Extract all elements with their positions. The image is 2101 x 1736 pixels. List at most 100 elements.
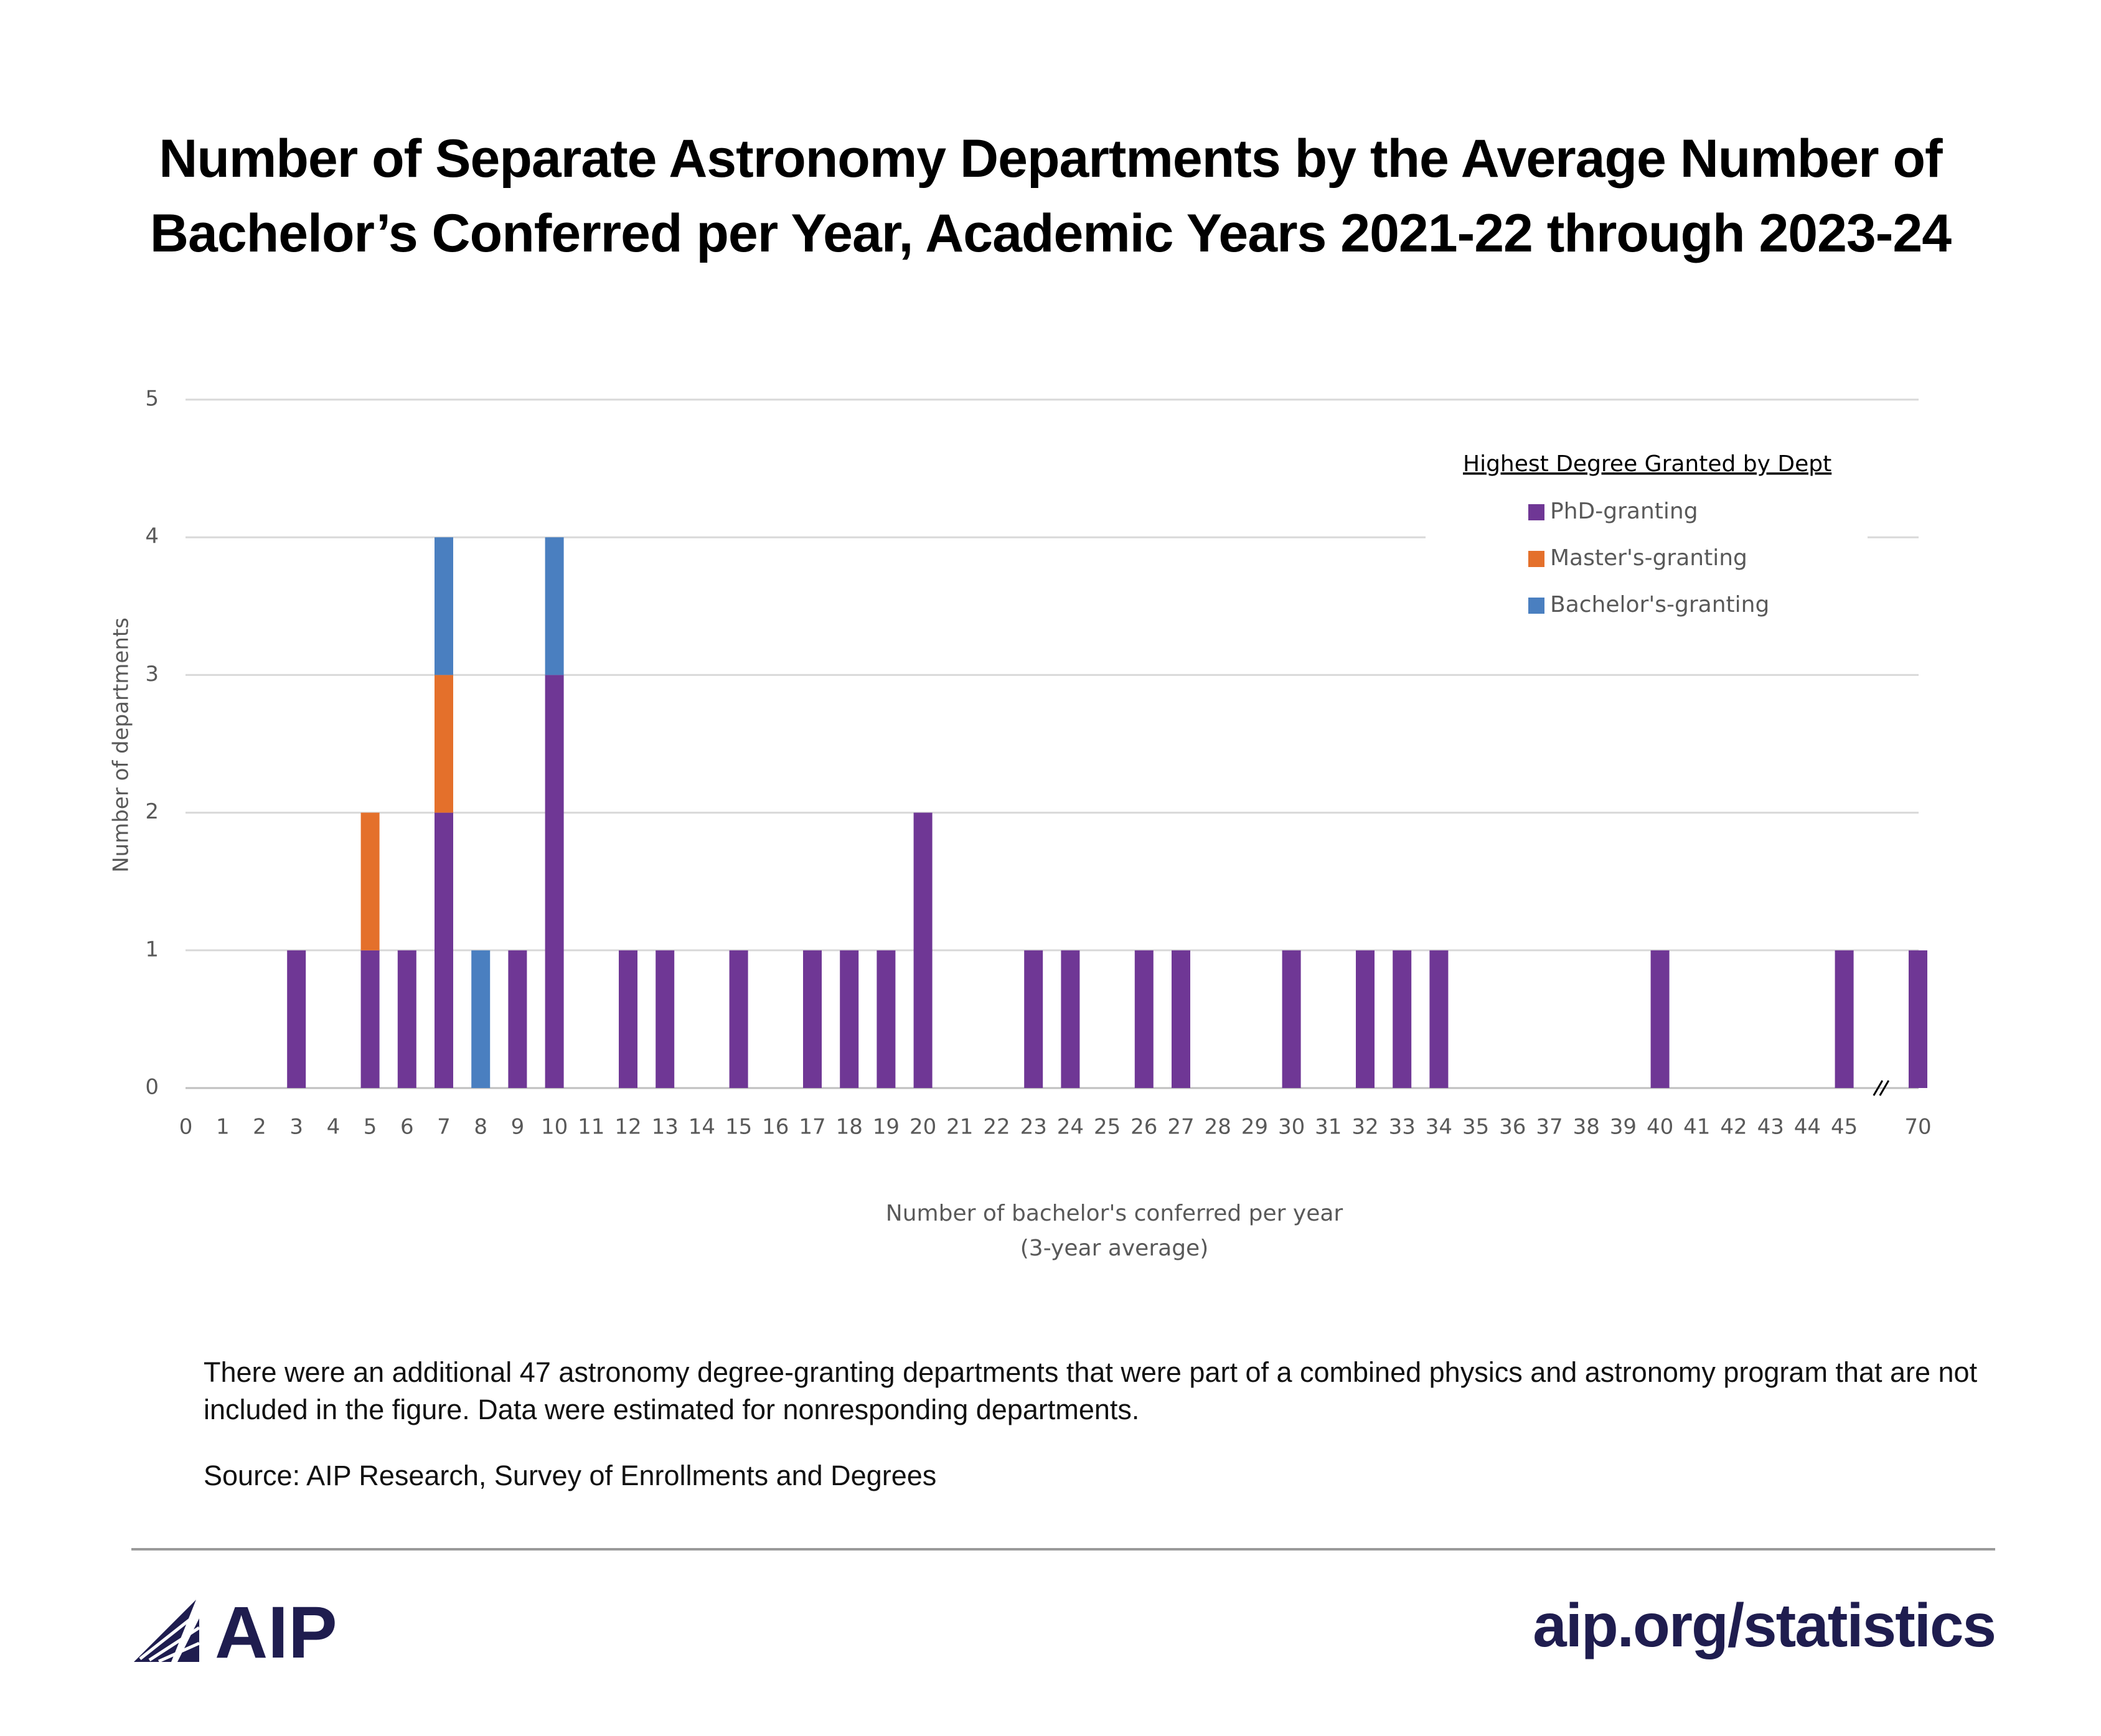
x-tick-label: 70 [1904,1115,1931,1140]
x-tick-label: 43 [1757,1115,1784,1140]
legend-swatch [1528,598,1544,614]
x-tick-label: 14 [689,1115,715,1140]
x-tick-label: 19 [873,1115,900,1140]
legend-swatch [1528,551,1544,567]
y-axis-label: Number of departments [109,617,134,873]
bar-segment [435,537,453,675]
legend-label: PhD-granting [1550,499,1698,524]
x-tick-label: 37 [1536,1115,1563,1140]
bar-segment [656,950,675,1088]
y-tick-label: 5 [145,387,159,411]
x-tick-label: 5 [364,1115,377,1140]
x-tick-label: 7 [437,1115,451,1140]
x-tick-label: 44 [1794,1115,1821,1140]
x-tick-label: 0 [179,1115,193,1140]
bar-segment [1024,950,1043,1088]
footer-url: aip.org/statistics [1533,1591,1996,1659]
bar-segment [435,812,453,1088]
x-tick-label: 2 [253,1115,266,1140]
x-tick-label: 32 [1351,1115,1378,1140]
x-tick-label: 30 [1278,1115,1305,1140]
bar-segment [1061,950,1080,1088]
logo-text: AIP [215,1592,337,1674]
x-tick-label: 25 [1094,1115,1121,1140]
legend-label: Bachelor's-granting [1550,592,1769,617]
x-tick-label: 22 [983,1115,1010,1140]
x-tick-label: 8 [474,1115,487,1140]
x-tick-label: 1 [216,1115,230,1140]
bar-segment [1429,950,1449,1088]
x-tick-label: 15 [725,1115,752,1140]
y-tick-label: 2 [145,799,159,824]
bar-segment [1909,950,1927,1088]
bar-segment [545,537,564,675]
x-tick-label: 23 [1020,1115,1047,1140]
y-tick-label: 1 [145,937,159,962]
chart-title: Number of Separate Astronomy Departments… [149,129,1952,263]
x-tick-label: 4 [327,1115,341,1140]
legend-swatch [1528,504,1544,520]
bar-segment [1282,950,1301,1088]
x-tick-label: 9 [511,1115,525,1140]
x-tick-label: 26 [1130,1115,1157,1140]
x-axis-label-note: (3-year average) [1020,1236,1208,1261]
legend-background [1426,436,1868,641]
x-tick-label: 12 [614,1115,641,1140]
bar-segment [287,950,306,1088]
bar-segment [1134,950,1154,1088]
bar-segment [840,950,859,1088]
bar-segment [1172,950,1190,1088]
bar-segment [877,950,896,1088]
bar-segment [360,950,380,1088]
y-tick-label: 0 [145,1075,159,1100]
bar-segment [397,950,416,1088]
bar-segment [471,950,491,1088]
axis-break [1873,1080,1884,1096]
legend-title: Highest Degree Granted by Dept [1463,451,1831,477]
x-tick-label: 24 [1057,1115,1084,1140]
divider [131,1548,1995,1551]
x-tick-label: 39 [1610,1115,1637,1140]
x-tick-label: 3 [289,1115,303,1140]
x-tick-label: 20 [909,1115,936,1140]
bar-segment [619,950,637,1088]
x-tick-label: 41 [1683,1115,1710,1140]
bar-segment [1835,950,1854,1088]
bar-segment [729,950,748,1088]
bar-segment [1393,950,1412,1088]
x-tick-label: 11 [578,1115,604,1140]
x-tick-label: 13 [652,1115,679,1140]
x-tick-label: 28 [1205,1115,1231,1140]
x-tick-label: 31 [1315,1115,1342,1140]
x-tick-label: 42 [1720,1115,1747,1140]
x-tick-label: 6 [400,1115,414,1140]
x-tick-label: 27 [1167,1115,1194,1140]
x-axis-label: Number of bachelor's conferred per year [886,1201,1343,1226]
footnote: There were an additional 47 astronomy de… [204,1356,1978,1425]
x-tick-label: 16 [762,1115,789,1140]
x-tick-label: 18 [836,1115,863,1140]
x-tick-label: 38 [1573,1115,1600,1140]
y-tick-label: 4 [145,524,159,549]
bar-segment [545,675,564,1088]
source: Source: AIP Research, Survey of Enrollme… [204,1460,937,1491]
x-tick-label: 35 [1462,1115,1489,1140]
x-tick-label: 21 [946,1115,973,1140]
x-tick-label: 45 [1831,1115,1858,1140]
y-tick-label: 3 [145,662,159,687]
bar-segment [803,950,822,1088]
bar-segment [1356,950,1375,1088]
axis-break [1879,1080,1890,1096]
x-tick-label: 29 [1241,1115,1268,1140]
bar-segment [913,812,933,1088]
x-tick-label: 10 [541,1115,568,1140]
x-tick-label: 34 [1426,1115,1452,1140]
bar-segment [1650,950,1670,1088]
bar-segment [508,950,527,1088]
bar-segment [435,675,453,813]
bar-segment [360,812,380,950]
legend-label: Master's-granting [1550,545,1747,571]
x-tick-label: 33 [1389,1115,1416,1140]
